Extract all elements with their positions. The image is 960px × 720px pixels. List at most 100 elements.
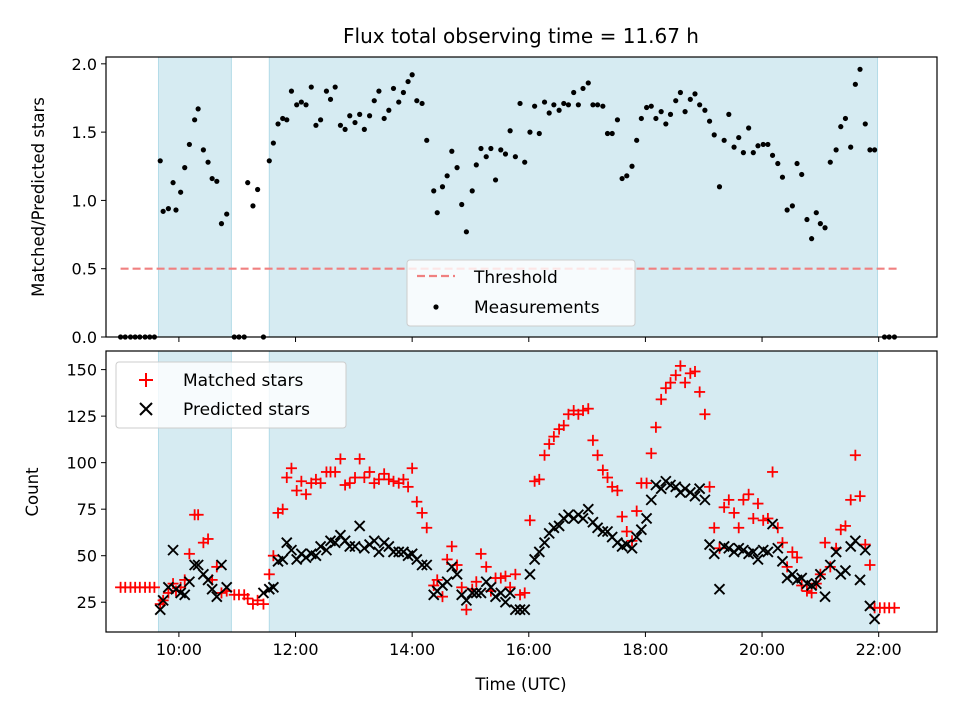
measurement-point (478, 145, 484, 152)
predicted-star-point (772, 542, 784, 554)
predicted-star-point (179, 589, 191, 601)
x-tick-label: 14:00 (389, 640, 435, 659)
matched-star-point (723, 494, 735, 506)
matched-star-point (621, 526, 633, 538)
predicted-star-point (538, 537, 551, 549)
predicted-star-point (451, 568, 463, 580)
predicted-star-point (689, 490, 701, 502)
measurement-point (337, 122, 344, 128)
matched-star-point (699, 408, 711, 420)
predicted-star-point (650, 479, 662, 491)
measurement-point (838, 124, 844, 130)
matched-star-point (202, 533, 214, 545)
measurement-point (750, 150, 756, 156)
measurement-point (731, 144, 737, 150)
predicted-star-point (329, 537, 341, 549)
measurement-point (386, 107, 392, 113)
predicted-star-point (460, 594, 473, 607)
matched-star-point (776, 537, 788, 549)
predicted-star-point (514, 603, 526, 616)
matched-star-point (148, 581, 160, 593)
predicted-star-point (737, 544, 750, 556)
matched-star-point (854, 490, 866, 502)
matched-star-point (864, 559, 876, 571)
bottom-panel: 10:00 12:00 14:00 16:00 18:00 20:00 22:00 25 50… (23, 350, 938, 694)
matched-star-point (888, 602, 900, 614)
legend-predicted-label: Predicted stars (183, 400, 310, 420)
measurement-point (323, 88, 330, 94)
top-legend: Threshold Measurements (406, 259, 636, 327)
measurement-point (595, 102, 601, 108)
predicted-star-point (708, 548, 720, 560)
matched-star-point (558, 419, 570, 431)
measurement-point (245, 180, 251, 186)
matched-star-point (655, 393, 667, 405)
predicted-star-point (849, 535, 862, 547)
measurement-point (318, 117, 324, 123)
measurement-point (561, 100, 567, 107)
measurement-point (653, 115, 659, 122)
predicted-star-point (358, 542, 371, 554)
predicted-star-point (509, 603, 522, 616)
predicted-star-point (154, 603, 166, 616)
measurement-point (794, 160, 800, 167)
legend-measurements-swatch (433, 304, 439, 310)
matched-star-point (845, 494, 857, 506)
predicted-star-point (489, 590, 502, 603)
measurement-point (536, 130, 542, 137)
matched-star-point (397, 473, 409, 485)
measurement-point (862, 121, 868, 127)
predicted-star-point (533, 546, 545, 558)
measurement-point (827, 159, 833, 165)
bottom-y-ticks: 25 50 75 100 125 150 (66, 361, 106, 612)
predicted-star-point (441, 576, 453, 588)
matched-star-point (344, 477, 356, 489)
measurement-point (706, 118, 713, 124)
matched-star-point (334, 453, 346, 465)
measurement-point (643, 104, 650, 111)
measurement-point (565, 102, 572, 108)
matched-star-point (436, 591, 448, 603)
y-tick-label: 1.0 (72, 191, 97, 210)
matched-star-point (315, 477, 327, 489)
measurement-point (760, 141, 766, 148)
matched-star-point (533, 473, 545, 485)
x-tick-label: 12:00 (272, 640, 318, 659)
matched-star-point (402, 481, 414, 493)
measurement-point (280, 115, 286, 122)
top-y-ticks: 0.0 0.5 1.0 1.5 2.0 (72, 55, 106, 347)
matched-star-point (300, 488, 312, 500)
matched-star-point (670, 369, 682, 381)
matched-star-point (824, 561, 836, 573)
predicted-star-point (597, 525, 609, 538)
top-axes-frame (105, 56, 938, 338)
measurement-point (809, 236, 815, 242)
predicted-star-point (416, 559, 428, 571)
measurement-point (726, 111, 732, 117)
matched-star-point (660, 382, 672, 394)
predicted-star-point (211, 590, 223, 603)
matched-star-point (291, 485, 303, 497)
measurement-point (507, 128, 513, 134)
matched-star-point (387, 475, 399, 487)
matched-star-point (674, 360, 686, 372)
measurement-point (527, 129, 533, 135)
matched-star-point (529, 475, 541, 487)
measurement-point (512, 154, 518, 160)
matched-star-point (192, 509, 204, 521)
matched-star-point (406, 462, 418, 474)
measurement-point (483, 154, 489, 160)
predicted-star-point (699, 494, 711, 506)
measurement-point (424, 137, 430, 143)
matched-stars-points (115, 360, 900, 616)
matched-star-point (475, 548, 487, 560)
matched-star-point (329, 466, 341, 478)
measurement-point (173, 207, 179, 213)
predicted-star-point (830, 546, 842, 558)
matched-star-point (252, 594, 264, 606)
measurement-point (522, 159, 528, 165)
measurement-point (444, 173, 450, 179)
measurement-point (409, 72, 415, 78)
measurement-point (833, 147, 839, 153)
